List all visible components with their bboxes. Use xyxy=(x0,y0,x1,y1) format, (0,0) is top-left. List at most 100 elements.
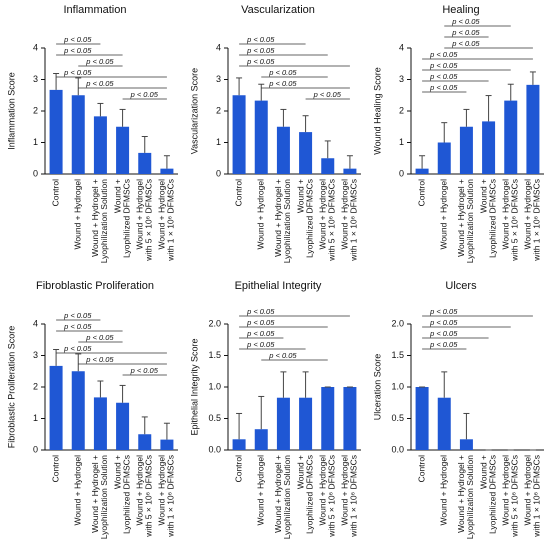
y-tick-label: 4 xyxy=(399,42,404,52)
y-tick-label: 0 xyxy=(216,168,221,178)
x-tick-label: with 5 × 10⁶ DFMSCs xyxy=(510,455,520,538)
bar xyxy=(160,168,174,174)
bar xyxy=(71,371,85,450)
bar xyxy=(93,116,107,174)
x-tick-label: Wound + xyxy=(112,455,122,489)
x-tick-label: Wound + Hydrogel xyxy=(318,455,328,526)
y-tick-label: 2 xyxy=(33,105,38,115)
x-tick-label: with 5 × 10⁶ DFMSCs xyxy=(510,179,520,262)
y-tick-label: 0.5 xyxy=(391,413,404,423)
x-tick-label: with 1 × 10⁶ DFMSCs xyxy=(166,179,176,262)
bar xyxy=(415,387,429,450)
x-tick-label: Lyophilized DFMSCs xyxy=(487,179,497,258)
y-tick-label: 0.0 xyxy=(208,444,221,454)
significance-label: p < 0.05 xyxy=(429,340,458,349)
y-tick-label: 1 xyxy=(33,137,38,147)
y-tick-label: 4 xyxy=(216,42,221,52)
chart-title: Inflammation xyxy=(64,4,127,16)
x-tick-label: Wound + Hydrogel xyxy=(256,455,266,526)
y-tick-label: 3 xyxy=(216,74,221,84)
x-tick-label: Control xyxy=(416,179,426,207)
x-tick-label: Control xyxy=(233,179,243,207)
bar xyxy=(138,434,152,450)
significance-label: p < 0.05 xyxy=(451,39,480,48)
significance-label: p < 0.05 xyxy=(63,35,92,44)
x-tick-label: Lyophilized DFMSCs xyxy=(487,455,497,534)
x-tick-label: Wound + Hydrogel + xyxy=(456,455,466,533)
significance-label: p < 0.05 xyxy=(246,307,275,316)
bar xyxy=(160,439,174,450)
significance-label: p < 0.05 xyxy=(429,307,458,316)
x-tick-label: Wound + Hydrogel xyxy=(73,455,83,526)
significance-label: p < 0.05 xyxy=(85,79,114,88)
y-tick-label: 1.0 xyxy=(208,381,221,391)
significance-label: p < 0.05 xyxy=(429,50,458,59)
y-tick-label: 2.0 xyxy=(208,318,221,328)
chart-title: Epithelial Integrity xyxy=(235,280,322,292)
x-tick-label: Lyophilized DFMSCs xyxy=(121,455,131,534)
bar xyxy=(459,126,473,174)
x-tick-label: Lyophilization Solution xyxy=(99,179,109,264)
bar xyxy=(254,100,268,174)
x-tick-label: Lyophilized DFMSCs xyxy=(304,179,314,258)
significance-label: p < 0.05 xyxy=(63,322,92,331)
x-tick-label: Wound + xyxy=(295,179,305,213)
significance-label: p < 0.05 xyxy=(268,79,297,88)
y-tick-label: 0 xyxy=(33,168,38,178)
y-tick-label: 1.0 xyxy=(391,381,404,391)
x-tick-label: Lyophilization Solution xyxy=(99,455,109,540)
bar xyxy=(415,168,429,174)
y-tick-label: 3 xyxy=(33,350,38,360)
bar xyxy=(71,95,85,174)
y-tick-label: 1 xyxy=(33,413,38,423)
significance-label: p < 0.05 xyxy=(63,46,92,55)
x-tick-label: Wound + Hydrogel + xyxy=(273,179,283,257)
bar xyxy=(232,95,246,174)
significance-label: p < 0.05 xyxy=(85,333,114,342)
x-tick-label: with 5 × 10⁶ DFMSCs xyxy=(144,455,154,538)
significance-label: p < 0.05 xyxy=(313,90,342,99)
significance-label: p < 0.05 xyxy=(63,311,92,320)
y-tick-label: 3 xyxy=(399,74,404,84)
x-tick-label: Wound + Hydrogel xyxy=(135,455,145,526)
bar xyxy=(459,439,473,450)
x-tick-label: Wound + Hydrogel xyxy=(256,179,266,250)
y-axis-label: Vascularization Score xyxy=(189,68,199,154)
x-tick-label: Wound + Hydrogel xyxy=(340,455,350,526)
y-axis-label: Ulceration Score xyxy=(372,354,382,421)
x-tick-label: Wound + Hydrogel xyxy=(501,179,511,250)
x-tick-label: Control xyxy=(50,179,60,207)
significance-label: p < 0.05 xyxy=(246,35,275,44)
bar xyxy=(321,158,335,174)
x-tick-label: Wound + xyxy=(478,455,488,489)
chart-title: Vascularization xyxy=(241,4,315,16)
significance-label: p < 0.05 xyxy=(268,68,297,77)
significance-label: p < 0.05 xyxy=(429,72,458,81)
bar xyxy=(49,365,63,450)
significance-label: p < 0.05 xyxy=(63,344,92,353)
x-tick-label: Wound + Hydrogel + xyxy=(273,455,283,533)
bar xyxy=(299,397,313,450)
y-axis-label: Fibroblastic Proliferation Score xyxy=(6,326,16,449)
x-tick-label: with 1 × 10⁶ DFMSCs xyxy=(349,455,359,538)
y-tick-label: 0.5 xyxy=(208,413,221,423)
bar xyxy=(276,126,290,174)
x-tick-label: with 1 × 10⁶ DFMSCs xyxy=(166,455,176,538)
significance-label: p < 0.05 xyxy=(246,318,275,327)
y-tick-label: 4 xyxy=(33,42,38,52)
y-tick-label: 4 xyxy=(33,318,38,328)
y-tick-label: 0 xyxy=(399,168,404,178)
x-tick-label: Wound + Hydrogel xyxy=(318,179,328,250)
x-tick-label: with 5 × 10⁶ DFMSCs xyxy=(327,179,337,262)
significance-label: p < 0.05 xyxy=(130,366,159,375)
bar xyxy=(116,126,130,174)
x-tick-label: Wound + Hydrogel xyxy=(340,179,350,250)
y-tick-label: 2.0 xyxy=(391,318,404,328)
significance-label: p < 0.05 xyxy=(429,83,458,92)
significance-label: p < 0.05 xyxy=(451,28,480,37)
bar xyxy=(93,397,107,450)
x-tick-label: Wound + xyxy=(112,179,122,213)
y-tick-label: 1.5 xyxy=(208,350,221,360)
x-tick-label: Wound + Hydrogel xyxy=(73,179,83,250)
